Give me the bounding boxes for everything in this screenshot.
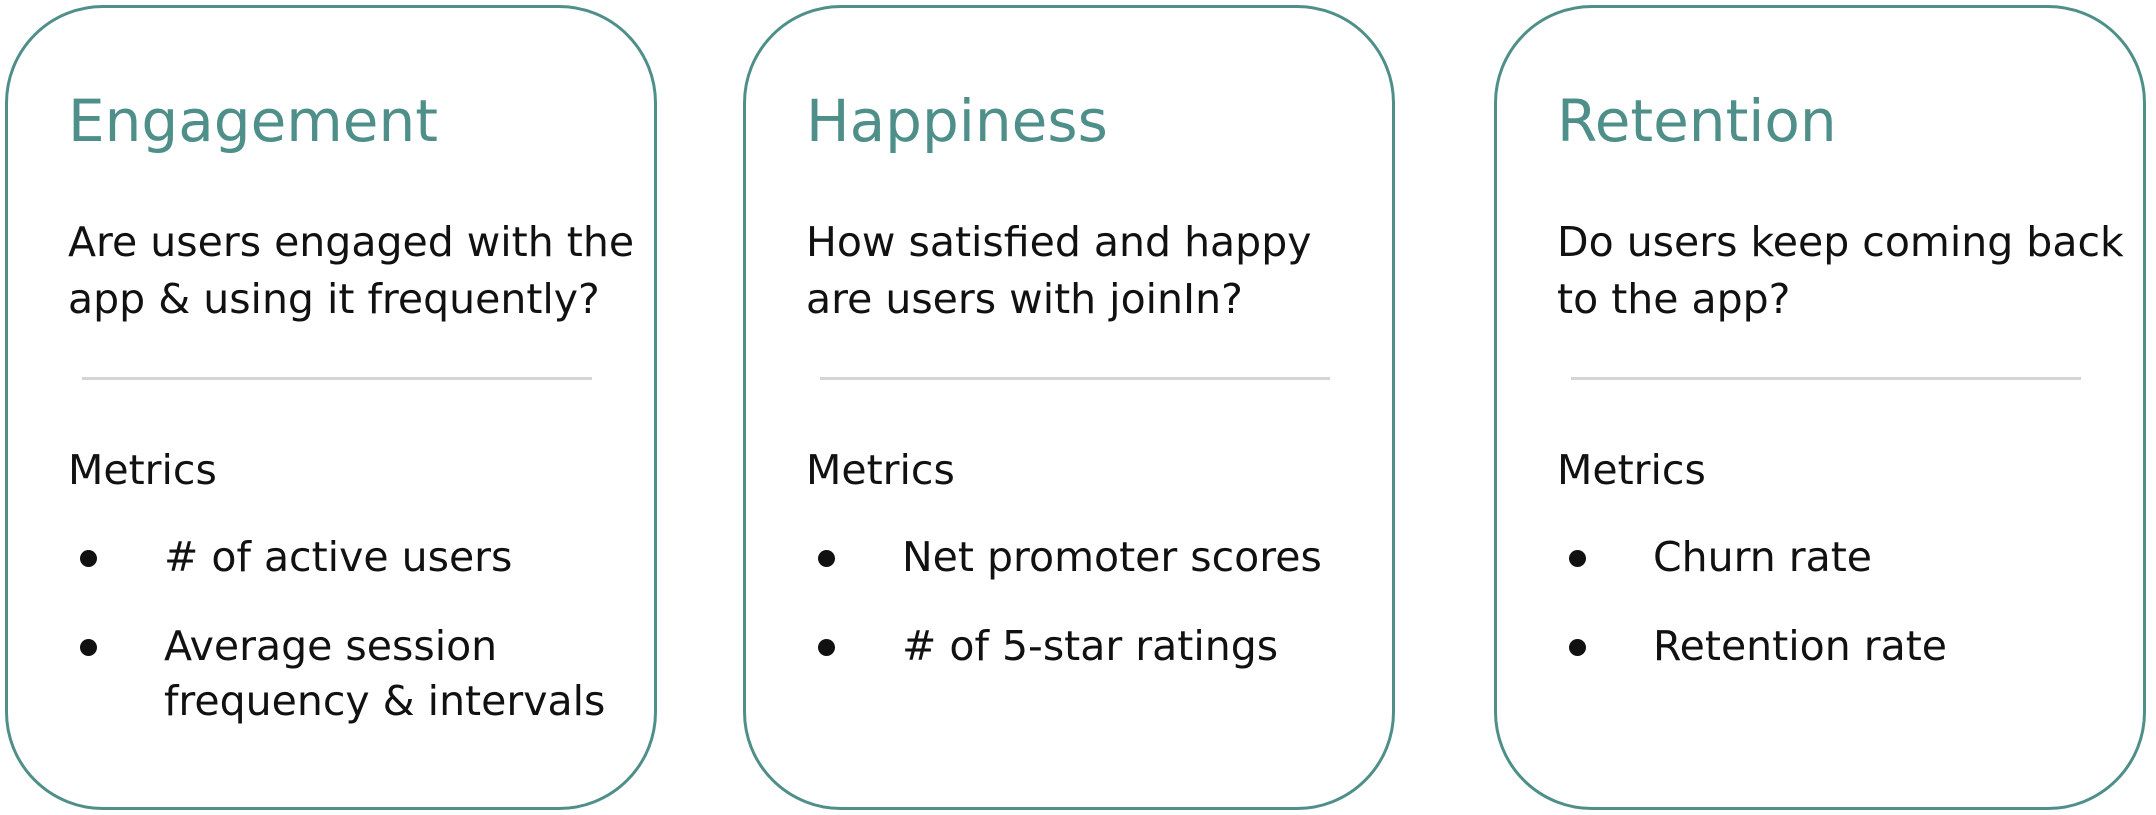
metric-label: # of 5-star ratings: [902, 622, 1279, 670]
card-question: Do users keep coming back to the app?: [1557, 218, 2124, 323]
metrics-heading: Metrics: [806, 446, 955, 494]
bullet-icon: [818, 550, 835, 567]
metric-label: Average session frequency & intervals: [164, 622, 606, 725]
divider: [1571, 377, 2081, 380]
bullet-icon: [1569, 550, 1586, 567]
bullet-icon: [80, 550, 97, 567]
card-title: Engagement: [68, 87, 438, 155]
metric-label: # of active users: [164, 533, 513, 581]
metric-item: Average session frequency & intervals: [68, 619, 648, 729]
metric-item: # of active users: [68, 530, 648, 585]
metric-label: Retention rate: [1653, 622, 1948, 670]
metrics-heading: Metrics: [68, 446, 217, 494]
card-question: Are users engaged with the app & using i…: [68, 218, 635, 323]
metrics-list: Churn rate Retention rate: [1557, 530, 2137, 708]
card-question: How satisfied and happy are users with j…: [806, 218, 1312, 323]
bullet-icon: [80, 639, 97, 656]
engagement-card: Engagement Are users engaged with the ap…: [5, 5, 657, 810]
card-title: Happiness: [806, 87, 1108, 155]
bullet-icon: [818, 639, 835, 656]
retention-card: Retention Do users keep coming back to t…: [1494, 5, 2146, 810]
happiness-card: Happiness How satisfied and happy are us…: [743, 5, 1395, 810]
card-title: Retention: [1557, 87, 1837, 155]
metrics-list: Net promoter scores # of 5-star ratings: [806, 530, 1386, 708]
metric-item: # of 5-star ratings: [806, 619, 1386, 674]
metric-label: Churn rate: [1653, 533, 1873, 581]
bullet-icon: [1569, 639, 1586, 656]
metrics-heading: Metrics: [1557, 446, 1706, 494]
metric-item: Net promoter scores: [806, 530, 1386, 585]
divider: [82, 377, 592, 380]
metrics-list: # of active users Average session freque…: [68, 530, 648, 763]
metric-label: Net promoter scores: [902, 533, 1322, 581]
divider: [820, 377, 1330, 380]
metric-item: Churn rate: [1557, 530, 2137, 585]
metric-item: Retention rate: [1557, 619, 2137, 674]
